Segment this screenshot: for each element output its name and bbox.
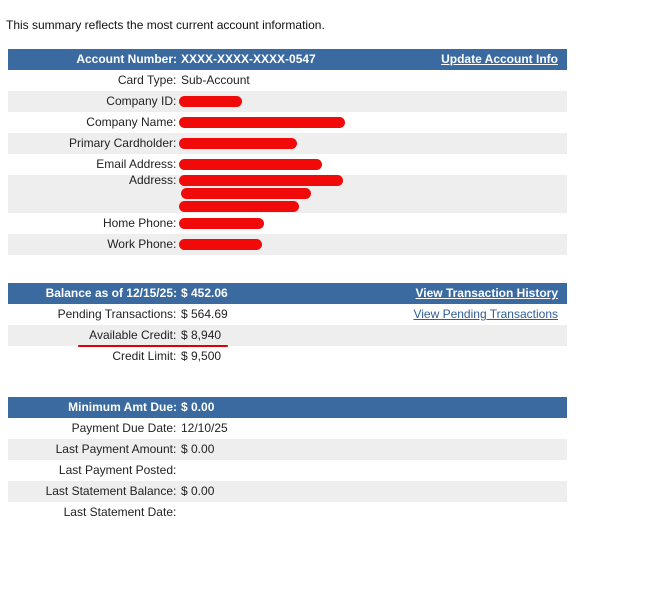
email-address-row: Email Address : [8,154,567,175]
redaction-mark [179,117,345,128]
last-payment-posted-row: Last Payment Posted : [8,460,567,481]
company-id-row: Company ID : [8,91,567,112]
last-payment-amount-row: Last Payment Amount : $ 0.00 [8,439,567,460]
last-statement-balance-value: $ 0.00 [181,484,215,498]
pending-transactions-row: Pending Transactions : $ 564.69 View Pen… [8,304,567,325]
credit-limit-value: $ 9,500 [181,349,222,363]
redaction-mark [179,96,242,107]
available-credit-row: Available Credit : $ 8,940 [8,325,567,347]
last-payment-amount-label: Last Payment Amount [55,442,173,456]
available-credit-value: $ 8,940 [181,328,222,342]
available-credit-label: Available Credit [89,328,173,342]
summary-intro-text: This summary reflects the most current a… [6,18,325,32]
redaction-mark [181,188,311,199]
last-payment-posted-label: Last Payment Posted [58,463,173,477]
card-type-row: Card Type : Sub-Account [8,70,567,91]
minimum-amount-due-header: Minimum Amt Due : $ 0.00 [8,397,567,418]
home-phone-row: Home Phone : [8,213,567,234]
last-statement-date-label: Last Statement Date [63,505,173,519]
last-payment-amount-value: $ 0.00 [181,442,215,456]
minimum-amount-due-value: $ 0.00 [181,400,215,414]
account-number-header: Account Number : XXXX-XXXX-XXXX-0547 Upd… [8,49,567,70]
redaction-mark [179,159,322,170]
company-name-row: Company Name : [8,112,567,133]
email-address-label: Email Address [96,157,173,171]
home-phone-label: Home Phone [102,216,173,230]
balance-section: Balance as of 12/15/25 : $ 452.06 View T… [8,283,567,367]
balance-header: Balance as of 12/15/25 : $ 452.06 View T… [8,283,567,304]
pending-transactions-value: $ 564.69 [181,307,228,321]
payment-section: Minimum Amt Due : $ 0.00 Payment Due Dat… [8,397,567,523]
redaction-mark [179,239,262,250]
primary-cardholder-label: Primary Cardholder [68,136,173,150]
balance-label: Balance as of 12/15/25 [45,286,173,300]
view-pending-transactions-link[interactable]: View Pending Transactions [413,307,558,321]
account-number-value: XXXX-XXXX-XXXX-0547 [181,52,316,66]
redaction-mark [179,201,299,212]
work-phone-label: Work Phone [107,237,173,251]
payment-due-date-label: Payment Due Date [71,421,173,435]
last-statement-balance-label: Last Statement Balance [45,484,173,498]
red-underline-annotation [78,345,228,347]
redaction-mark [179,138,297,149]
address-row: Address : [8,173,567,213]
minimum-amount-due-label: Minimum Amt Due [68,400,173,414]
redaction-mark [179,175,343,186]
work-phone-row: Work Phone : [8,234,567,255]
account-number-label: Account Number [76,52,173,66]
pending-transactions-label: Pending Transactions [57,307,173,321]
card-type-value: Sub-Account [181,73,250,87]
company-name-label: Company Name [86,115,173,129]
redaction-mark [179,218,264,229]
payment-due-date-value: 12/10/25 [181,421,228,435]
view-transaction-history-link[interactable]: View Transaction History [415,286,559,300]
balance-value: $ 452.06 [181,286,228,300]
credit-limit-label: Credit Limit [112,349,173,363]
company-id-label: Company ID [106,94,173,108]
last-statement-balance-row: Last Statement Balance : $ 0.00 [8,481,567,502]
primary-cardholder-row: Primary Cardholder : [8,133,567,154]
last-statement-date-row: Last Statement Date : [8,502,567,523]
address-label: Address [128,173,173,187]
update-account-info-link[interactable]: Update Account Info [441,52,558,66]
card-type-label: Card Type [117,73,173,87]
credit-limit-row: Credit Limit : $ 9,500 [8,346,567,367]
account-section: Account Number : XXXX-XXXX-XXXX-0547 Upd… [8,49,567,255]
payment-due-date-row: Payment Due Date : 12/10/25 [8,418,567,439]
